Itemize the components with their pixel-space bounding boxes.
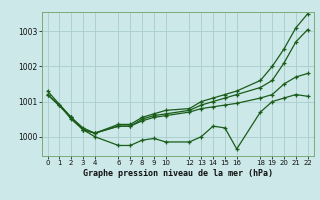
X-axis label: Graphe pression niveau de la mer (hPa): Graphe pression niveau de la mer (hPa)	[83, 169, 273, 178]
